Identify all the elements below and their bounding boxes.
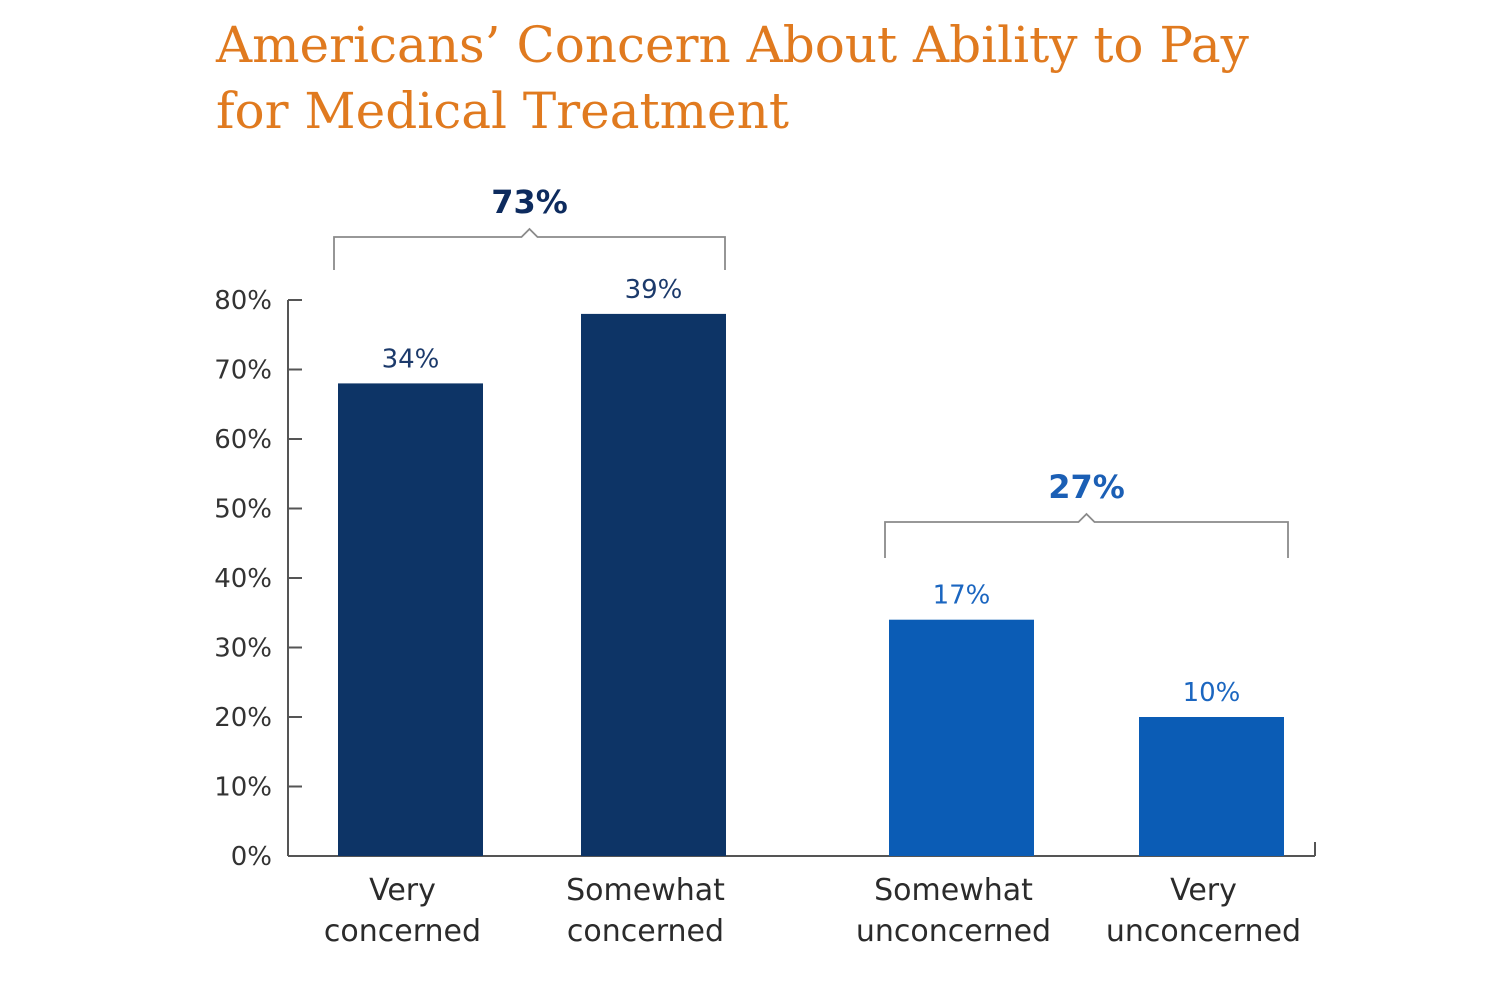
bar (1139, 717, 1284, 856)
category-label-line: unconcerned (856, 914, 1051, 949)
bar (338, 383, 483, 856)
category-label-line: Somewhat (874, 873, 1033, 908)
y-tick-label: 50% (214, 495, 272, 525)
label-layer: 34% Very concerned 39% Somewhat concerned 17% S… (324, 183, 1301, 949)
group-bracket (333, 227, 726, 270)
category-label-line: concerned (324, 914, 481, 949)
bracket-layer (333, 227, 1289, 558)
data-label: 34% (382, 344, 440, 374)
category-label-line: concerned (567, 914, 724, 949)
group-total-label: 73% (491, 183, 568, 221)
group-total-label: 27% (1048, 468, 1125, 506)
y-tick-label: 0% (231, 842, 272, 872)
y-tick-label: 80% (214, 286, 272, 316)
category-label-line: Very (369, 873, 436, 908)
category-label: Very concerned (324, 873, 481, 949)
y-tick-label: 30% (214, 634, 272, 664)
axis-layer: 0% 10% 20% 30% 40% 50% 60% 70% 80% (214, 286, 1316, 872)
data-label: 39% (625, 275, 683, 305)
y-tick-label: 20% (214, 703, 272, 733)
category-label: Very unconcerned (1106, 873, 1301, 949)
data-label: 10% (1183, 678, 1241, 708)
y-tick-label: 10% (214, 773, 272, 803)
y-tick-label: 60% (214, 425, 272, 455)
bar (889, 619, 1034, 856)
data-label: 17% (933, 581, 991, 611)
chart-title-line-1: Americans’ Concern About Ability to Pay (216, 16, 1249, 74)
category-label-line: Somewhat (566, 873, 725, 908)
bar (581, 313, 726, 856)
y-tick-label: 70% (214, 356, 272, 386)
category-label-line: Very (1170, 873, 1237, 908)
category-label: Somewhat concerned (566, 873, 725, 949)
group-bracket (884, 512, 1289, 558)
category-label-line: unconcerned (1106, 914, 1301, 949)
chart-title-line-2: for Medical Treatment (216, 82, 789, 140)
chart-title: Americans’ Concern About Ability to Pay … (216, 12, 1416, 144)
y-tick-label: 40% (214, 564, 272, 594)
category-label: Somewhat unconcerned (856, 873, 1051, 949)
bar-layer (338, 313, 1284, 856)
